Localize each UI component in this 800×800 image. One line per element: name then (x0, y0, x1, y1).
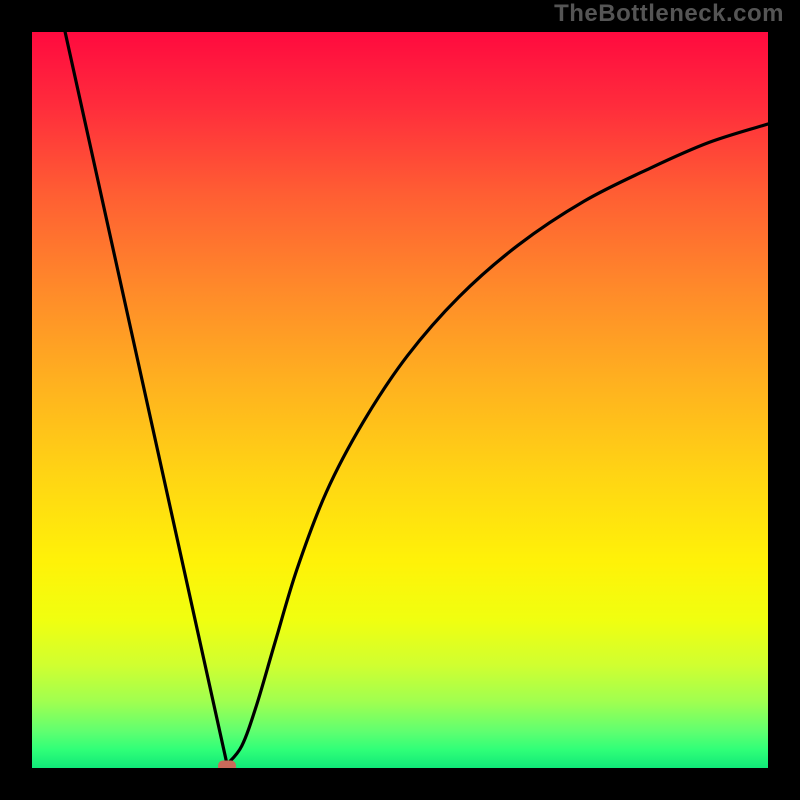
plot-svg (32, 32, 768, 768)
vertex-marker (218, 761, 236, 768)
watermark-text: TheBottleneck.com (554, 0, 784, 28)
gradient-background (32, 32, 768, 768)
canvas: TheBottleneck.com (0, 0, 800, 800)
plot-area (32, 32, 768, 768)
